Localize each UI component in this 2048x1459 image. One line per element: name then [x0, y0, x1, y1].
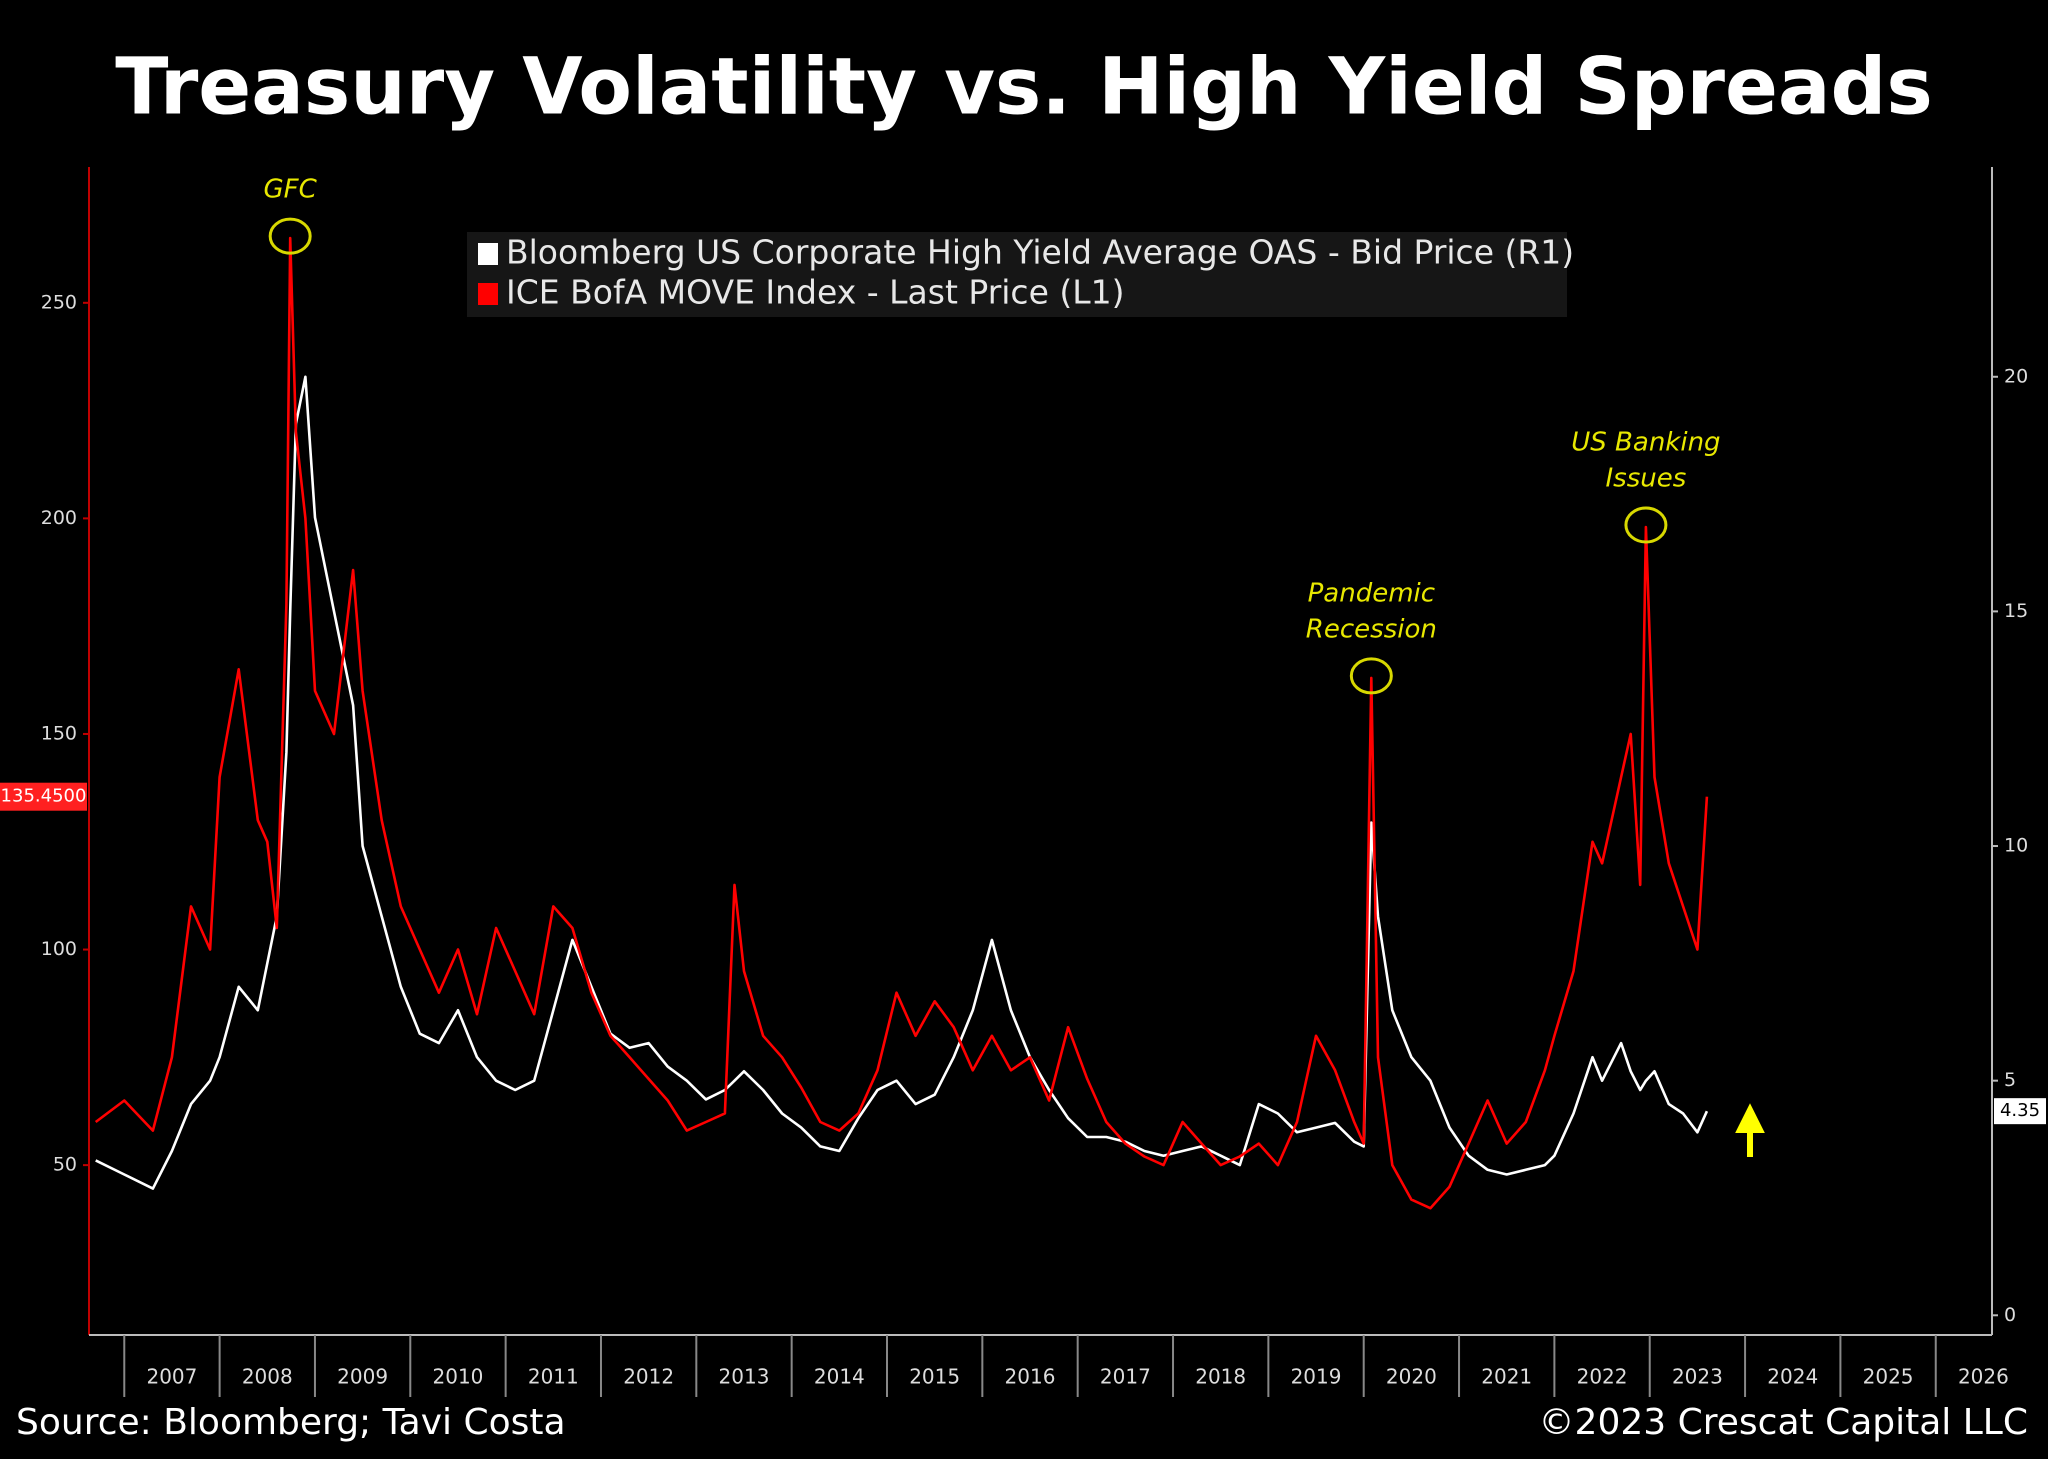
- x-tick-label: 2025: [1863, 1365, 1914, 1389]
- x-tick-label: 2024: [1767, 1365, 1818, 1389]
- copyright: ©2023 Crescat Capital LLC: [1539, 1402, 2028, 1443]
- x-tick-label: 2020: [1386, 1365, 1437, 1389]
- x-tick-label: 2017: [1100, 1365, 1151, 1389]
- legend-label: Bloomberg US Corporate High Yield Averag…: [506, 233, 1574, 272]
- y2-tick-label: 10: [2004, 835, 2028, 857]
- x-tick-label: 2008: [242, 1365, 293, 1389]
- x-tick-label: 2010: [433, 1365, 484, 1389]
- x-tick-label: 2007: [146, 1365, 197, 1389]
- x-tick-label: 2026: [1958, 1365, 2009, 1389]
- x-tick-label: 2023: [1672, 1365, 1723, 1389]
- legend-box: [467, 232, 1567, 317]
- series-line: [94, 236, 1709, 1210]
- y2-tick-label: 20: [2004, 365, 2028, 387]
- x-tick-label: 2013: [719, 1365, 770, 1389]
- annotation-circle: [1624, 506, 1668, 544]
- y-tick-label: 100: [41, 938, 77, 960]
- last-value-box: [1994, 1098, 2046, 1125]
- last-value-box: [0, 782, 87, 811]
- x-tick-label: 2019: [1291, 1365, 1342, 1389]
- annotation-text: Pandemic: [1308, 578, 1435, 608]
- x-tick-label: 2014: [814, 1365, 865, 1389]
- annotation-circle: [268, 217, 312, 255]
- x-tick-label: 2021: [1481, 1365, 1532, 1389]
- legend-swatch: [478, 243, 498, 265]
- y2-tick-label: 0: [2004, 1304, 2016, 1326]
- x-tick-label: 2022: [1577, 1365, 1628, 1389]
- annotation-text: US Banking: [1571, 428, 1720, 458]
- annotation-text: GFC: [264, 175, 318, 205]
- legend-swatch: [478, 283, 498, 305]
- y-tick-label: 250: [41, 291, 77, 313]
- last-value-label: 4.35: [2000, 1100, 2040, 1121]
- source: Source: Bloomberg; Tavi Costa: [16, 1402, 566, 1443]
- y2-tick-label: 5: [2004, 1069, 2016, 1091]
- arrow: [1735, 1103, 1765, 1157]
- x-tick-label: 2016: [1005, 1365, 1056, 1389]
- y-tick-label: 50: [53, 1154, 77, 1176]
- series-line: [95, 375, 1709, 1190]
- y2-tick-label: 15: [2004, 600, 2028, 622]
- last-value-label: 135.4500: [1, 786, 87, 807]
- annotation-text: Issues: [1606, 464, 1687, 494]
- x-tick-label: 2018: [1195, 1365, 1246, 1389]
- legend-label: ICE BofA MOVE Index - Last Price (L1): [506, 273, 1125, 312]
- x-tick-label: 2012: [623, 1365, 674, 1389]
- annotation-text: Recession: [1306, 614, 1437, 644]
- y-tick-label: 150: [41, 722, 77, 744]
- x-tick-label: 2015: [909, 1365, 960, 1389]
- annotation-circle: [1349, 657, 1393, 695]
- chart-title: Treasury Volatility vs. High Yield Sprea…: [115, 42, 1933, 132]
- y-tick-label: 200: [41, 507, 77, 529]
- x-tick-label: 2011: [528, 1365, 579, 1389]
- x-tick-label: 2009: [337, 1365, 388, 1389]
